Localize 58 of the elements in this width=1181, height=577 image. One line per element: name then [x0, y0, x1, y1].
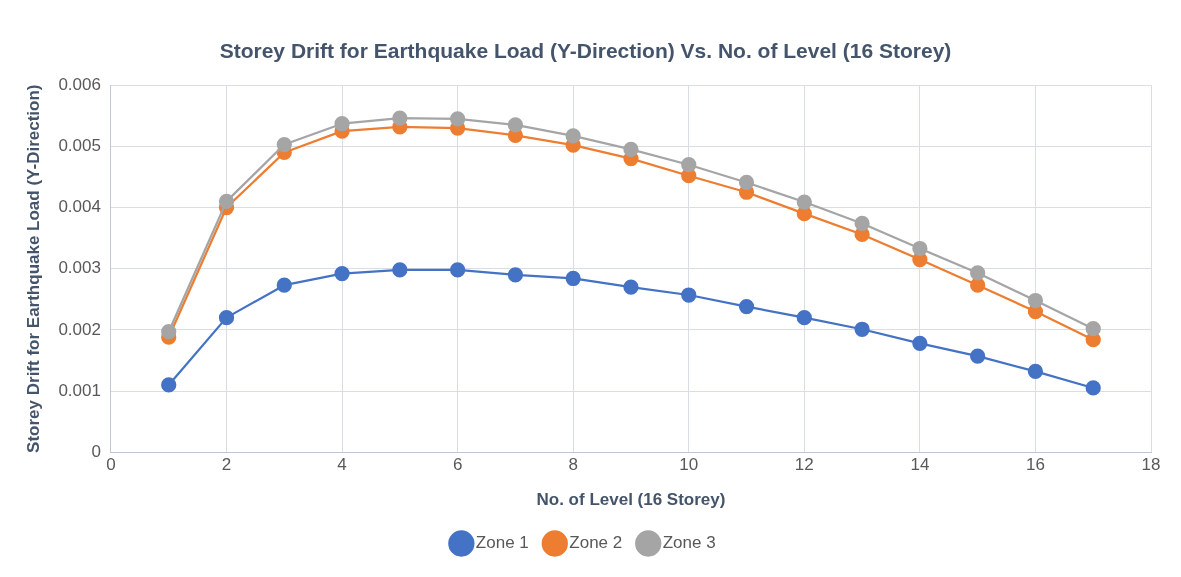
y-tick-label: 0.004	[58, 197, 101, 217]
legend-label: Zone 1	[475, 533, 529, 553]
point	[334, 116, 350, 132]
point	[276, 136, 292, 153]
point	[738, 298, 755, 315]
point	[738, 174, 755, 191]
legend-label: Zone 3	[662, 533, 716, 553]
point	[912, 240, 928, 257]
point	[970, 348, 986, 364]
point	[912, 335, 928, 351]
point	[507, 267, 524, 283]
point	[392, 110, 408, 126]
y-tick-label: 0	[91, 441, 101, 461]
x-tick-label: 6	[452, 455, 463, 475]
point	[565, 128, 581, 144]
y-tick-label: 0.003	[58, 258, 101, 278]
point	[623, 279, 639, 295]
point	[1027, 363, 1044, 380]
x-tick-label: 14	[910, 455, 930, 475]
x-tick-label: 10	[679, 455, 699, 475]
y-tick-label: 0.001	[58, 380, 101, 400]
x-tick-label: 16	[1025, 455, 1045, 475]
x-tick-label: 8	[568, 455, 578, 475]
point	[392, 262, 408, 278]
point	[970, 277, 986, 293]
x-tick-label: 0	[106, 455, 116, 475]
point	[623, 141, 639, 158]
point	[796, 194, 812, 210]
legend-label: Zone 2	[569, 533, 623, 553]
y-tick-label: 0.002	[58, 319, 101, 339]
x-tick-label: 4	[337, 455, 347, 475]
y-tick-label: 0.005	[58, 136, 101, 156]
point	[218, 310, 235, 326]
point	[854, 321, 870, 337]
point	[1085, 321, 1101, 337]
point	[565, 270, 581, 287]
x-tick-label: 12	[794, 455, 814, 475]
point	[796, 310, 812, 326]
point	[218, 193, 235, 210]
point	[450, 262, 466, 278]
point	[161, 377, 177, 393]
point	[161, 324, 177, 340]
point	[1085, 380, 1101, 396]
y-tick-label: 0.006	[58, 74, 101, 94]
x-axis-title: No. of Level (16 Storey)	[536, 490, 726, 510]
point	[1027, 292, 1044, 309]
y-axis-title: Storey Drift for Earthquake Load (Y-Direction)	[23, 84, 43, 453]
point	[334, 265, 350, 282]
point	[854, 215, 870, 232]
point	[450, 111, 466, 127]
point	[681, 157, 697, 173]
point	[681, 287, 697, 303]
point	[507, 117, 524, 133]
x-tick-label: 2	[221, 455, 232, 475]
x-tick-label: 18	[1141, 455, 1161, 475]
point	[970, 265, 986, 281]
point	[276, 277, 292, 293]
chart-title: Storey Drift for Earthquake Load (Y-Direction) Vs. No. of Level (16 Storey)	[219, 39, 952, 63]
